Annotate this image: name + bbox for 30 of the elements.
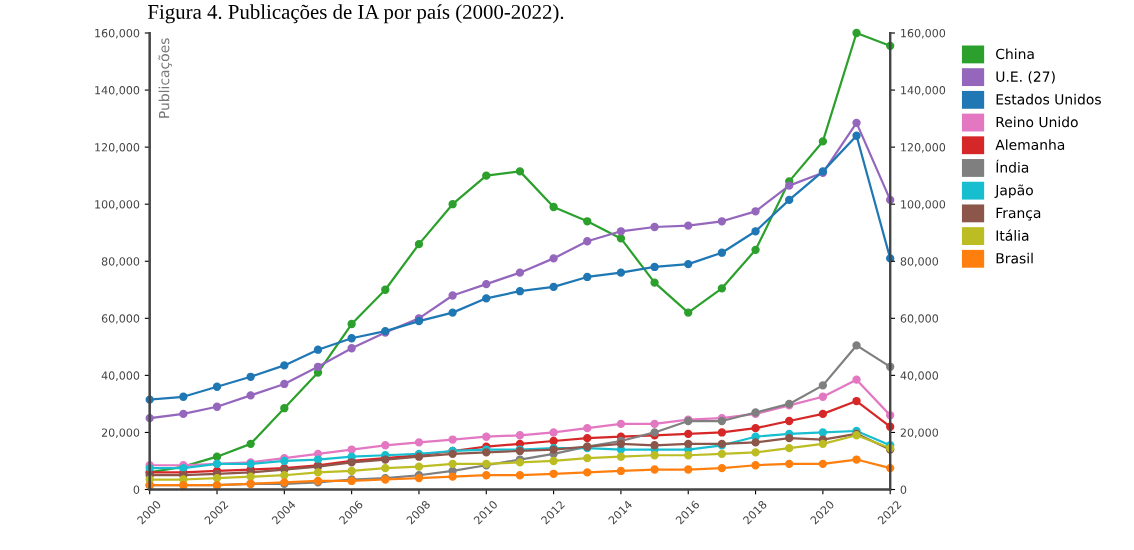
y-tick-label: 100,000 xyxy=(95,200,140,210)
y2-tick-label: 140,000 xyxy=(901,86,946,96)
y2-tick-label: 0 xyxy=(900,485,907,494)
legend-label: França xyxy=(996,207,1041,221)
y-tick-label: 60,000 xyxy=(101,314,140,324)
legend-label: Alemanha xyxy=(995,139,1065,150)
y-tick-label: 0 xyxy=(133,485,140,494)
legend-label: U.E. (27) xyxy=(996,71,1055,84)
y-tick-label: 40,000 xyxy=(101,371,140,381)
y-tick-label: 20,000 xyxy=(101,428,140,438)
y2-tick-label: 60,000 xyxy=(900,314,939,324)
y2-tick-label: 20,000 xyxy=(900,428,939,438)
y2-tick-label: 80,000 xyxy=(900,257,939,267)
chart-title: Figura 4. Publicações de IA por país (2000-2022). xyxy=(148,4,564,24)
y-tick-label: 160,000 xyxy=(95,28,140,39)
y2-tick-label: 160,000 xyxy=(901,28,946,39)
legend-label: Japão xyxy=(994,184,1033,199)
y-tick-label: 140,000 xyxy=(95,86,140,96)
legend-label: Brasil xyxy=(996,252,1033,264)
y-tick-label: 80,000 xyxy=(101,257,140,267)
y-tick-label: 120,000 xyxy=(95,143,140,153)
y2-tick-label: 120,000 xyxy=(901,143,946,153)
legend-label: Estados Unidos xyxy=(996,93,1101,105)
y-axis-title: Publicações xyxy=(158,38,172,118)
legend-label: Índia xyxy=(996,159,1029,173)
legend-label: Reino Unido xyxy=(996,116,1078,128)
legend-label: Itália xyxy=(996,229,1029,241)
y2-tick-label: 100,000 xyxy=(901,200,946,210)
y2-tick-label: 40,000 xyxy=(900,371,939,381)
legend-label: China xyxy=(996,48,1034,60)
